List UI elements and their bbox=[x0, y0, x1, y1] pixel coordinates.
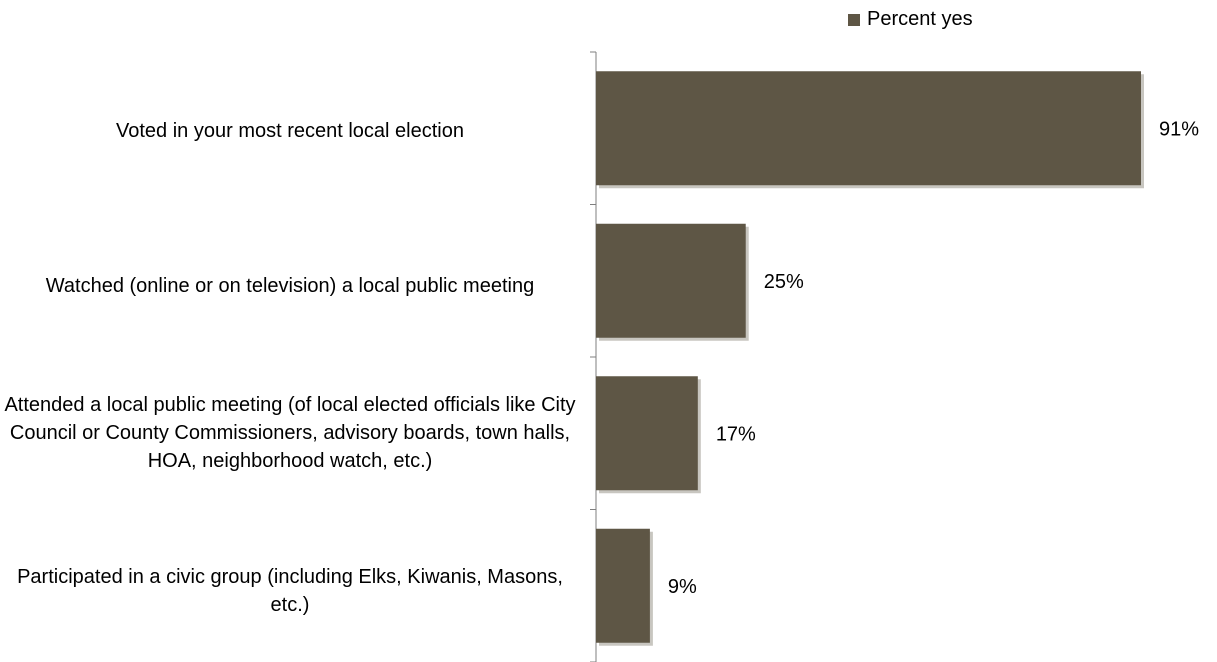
legend: Percent yes bbox=[848, 8, 973, 31]
data-label: 91% bbox=[1159, 118, 1199, 140]
bar bbox=[596, 223, 746, 338]
bar bbox=[596, 528, 650, 643]
data-label: 25% bbox=[764, 271, 804, 293]
category-label: Voted in your most recent local election bbox=[116, 120, 464, 142]
data-label: 17% bbox=[716, 423, 756, 445]
category-label: Participated in a civic group (including… bbox=[17, 566, 563, 616]
bar bbox=[596, 71, 1141, 186]
data-label: 9% bbox=[668, 576, 697, 598]
category-label: Watched (online or on television) a loca… bbox=[45, 275, 535, 297]
legend-label: Percent yes bbox=[867, 8, 973, 30]
category-label: Attended a local public meeting (of loca… bbox=[4, 394, 576, 472]
bar bbox=[596, 376, 698, 491]
legend-swatch bbox=[848, 13, 860, 26]
